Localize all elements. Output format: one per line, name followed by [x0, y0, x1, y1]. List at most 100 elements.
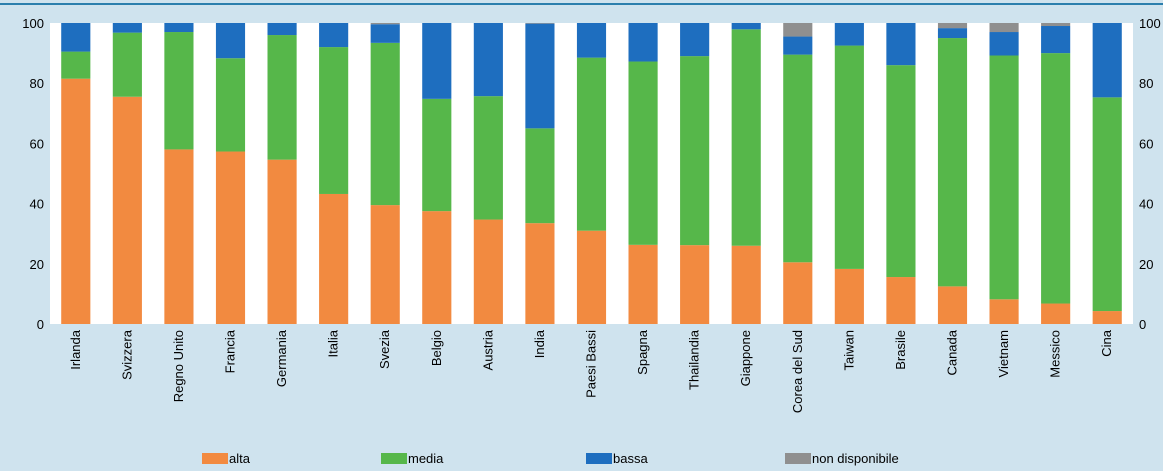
y-tick-label-right: 60: [1139, 136, 1153, 151]
legend-label: non disponibile: [812, 451, 899, 466]
x-tick-label: Canada: [945, 329, 960, 375]
bar-alta-irlanda: [61, 78, 91, 324]
legend-swatch: [586, 453, 612, 464]
x-tick-label: Austria: [480, 329, 495, 370]
bar-media-cina: [1092, 97, 1122, 312]
bar-alta-regno-unito: [164, 149, 194, 324]
y-tick-label-right: 20: [1139, 257, 1153, 272]
chart-legend: alta media bassa non disponibile: [0, 452, 1163, 470]
x-tick-label: Brasile: [893, 330, 908, 370]
bar-bassa-italia: [319, 23, 349, 48]
y-tick-label-left: 20: [30, 257, 44, 272]
bar-alta-canada: [937, 286, 968, 324]
x-tick-label: Messico: [1048, 330, 1063, 378]
bar-non-disponibile-corea-del-sud: [783, 23, 813, 37]
bar-bassa-germania: [267, 23, 297, 36]
x-tick-label: Francia: [223, 329, 238, 373]
bar-alta-francia: [215, 151, 246, 324]
bar-bassa-taiwan: [834, 23, 864, 46]
bar-bassa-austria: [473, 23, 503, 97]
bar-media-svizzera: [112, 32, 142, 97]
bar-alta-belgio: [422, 211, 452, 324]
y-tick-label-left: 60: [30, 136, 44, 151]
bar-bassa-cina: [1092, 23, 1122, 98]
y-tick-label-right: 40: [1139, 197, 1153, 212]
x-tick-label: Belgio: [429, 330, 444, 366]
bar-bassa-giappone: [731, 23, 761, 30]
bar-media-taiwan: [834, 45, 864, 269]
x-tick-label: Taiwan: [841, 330, 856, 370]
bar-bassa-canada: [937, 28, 968, 39]
bar-media-india: [525, 128, 555, 224]
bar-alta-giappone: [731, 245, 761, 324]
x-tick-label: Vietnam: [996, 330, 1011, 377]
bar-alta-svizzera: [112, 96, 142, 325]
bar-alta-vietnam: [989, 299, 1019, 324]
bar-alta-paesi-bassi: [576, 230, 607, 324]
legend-label: alta: [229, 451, 250, 466]
legend-swatch: [785, 453, 811, 464]
bar-non-disponibile-svezia: [370, 23, 400, 25]
y-tick-label-left: 100: [22, 16, 44, 31]
bar-bassa-corea-del-sud: [783, 36, 813, 55]
bar-media-paesi-bassi: [576, 57, 607, 231]
bar-media-messico: [1041, 53, 1071, 304]
bar-alta-taiwan: [834, 268, 864, 324]
y-tick-label-right: 80: [1139, 76, 1153, 91]
bar-bassa-regno-unito: [164, 23, 194, 33]
bar-alta-cina: [1092, 311, 1122, 324]
x-tick-label: Thailandia: [687, 329, 702, 390]
bar-media-italia: [319, 47, 349, 194]
bar-alta-india: [525, 223, 555, 324]
bar-alta-germania: [267, 159, 297, 324]
legend-item-non-disponibile: non disponibile: [785, 452, 899, 465]
x-tick-label: Paesi Bassi: [584, 330, 599, 398]
x-tick-label: Cina: [1099, 329, 1114, 357]
bar-media-corea-del-sud: [783, 54, 813, 263]
bar-media-austria: [473, 96, 503, 220]
bar-bassa-belgio: [422, 23, 452, 99]
bar-alta-brasile: [886, 277, 916, 324]
bar-bassa-paesi-bassi: [576, 23, 607, 58]
y-tick-label-right: 100: [1139, 16, 1161, 31]
bar-bassa-irlanda: [61, 23, 91, 52]
bar-media-francia: [215, 58, 246, 152]
bar-alta-messico: [1041, 303, 1071, 324]
bar-bassa-india: [525, 23, 555, 129]
bar-media-spagna: [628, 61, 658, 245]
bar-non-disponibile-canada: [937, 23, 968, 29]
y-tick-label-right: 0: [1139, 317, 1146, 332]
y-tick-label-left: 0: [37, 317, 44, 332]
bar-media-canada: [937, 38, 968, 287]
legend-item-media: media: [381, 452, 443, 465]
bar-alta-italia: [319, 193, 349, 324]
bar-non-disponibile-messico: [1041, 23, 1071, 27]
legend-swatch: [202, 453, 228, 464]
bar-media-belgio: [422, 98, 452, 212]
bar-media-irlanda: [61, 51, 91, 79]
legend-label: bassa: [613, 451, 648, 466]
legend-label: media: [408, 451, 444, 466]
bar-alta-svezia: [370, 205, 400, 324]
bar-media-vietnam: [989, 55, 1019, 300]
x-tick-label: Irlanda: [68, 329, 83, 370]
bar-alta-austria: [473, 219, 503, 324]
x-tick-label: Corea del Sud: [790, 330, 805, 413]
y-tick-label-left: 40: [30, 197, 44, 212]
bar-media-brasile: [886, 65, 916, 278]
bar-bassa-messico: [1041, 26, 1071, 54]
bar-bassa-spagna: [628, 23, 658, 62]
stacked-bar-chart: 0 0 20 20 40 40 60 60 80 80 100 100 Irlanda Svizzera R…: [0, 3, 1163, 413]
bar-bassa-vietnam: [989, 32, 1019, 56]
x-tick-label: Svizzera: [119, 329, 134, 380]
legend-item-alta: alta: [202, 452, 250, 465]
bar-non-disponibile-vietnam: [989, 23, 1019, 33]
legend-item-bassa: bassa: [586, 452, 648, 465]
bar-bassa-brasile: [886, 23, 916, 66]
bar-bassa-francia: [215, 23, 246, 59]
x-tick-label: Giappone: [738, 330, 753, 386]
legend-swatch: [381, 453, 407, 464]
x-tick-label: Svezia: [377, 329, 392, 369]
x-tick-label: Regno Unito: [171, 330, 186, 402]
